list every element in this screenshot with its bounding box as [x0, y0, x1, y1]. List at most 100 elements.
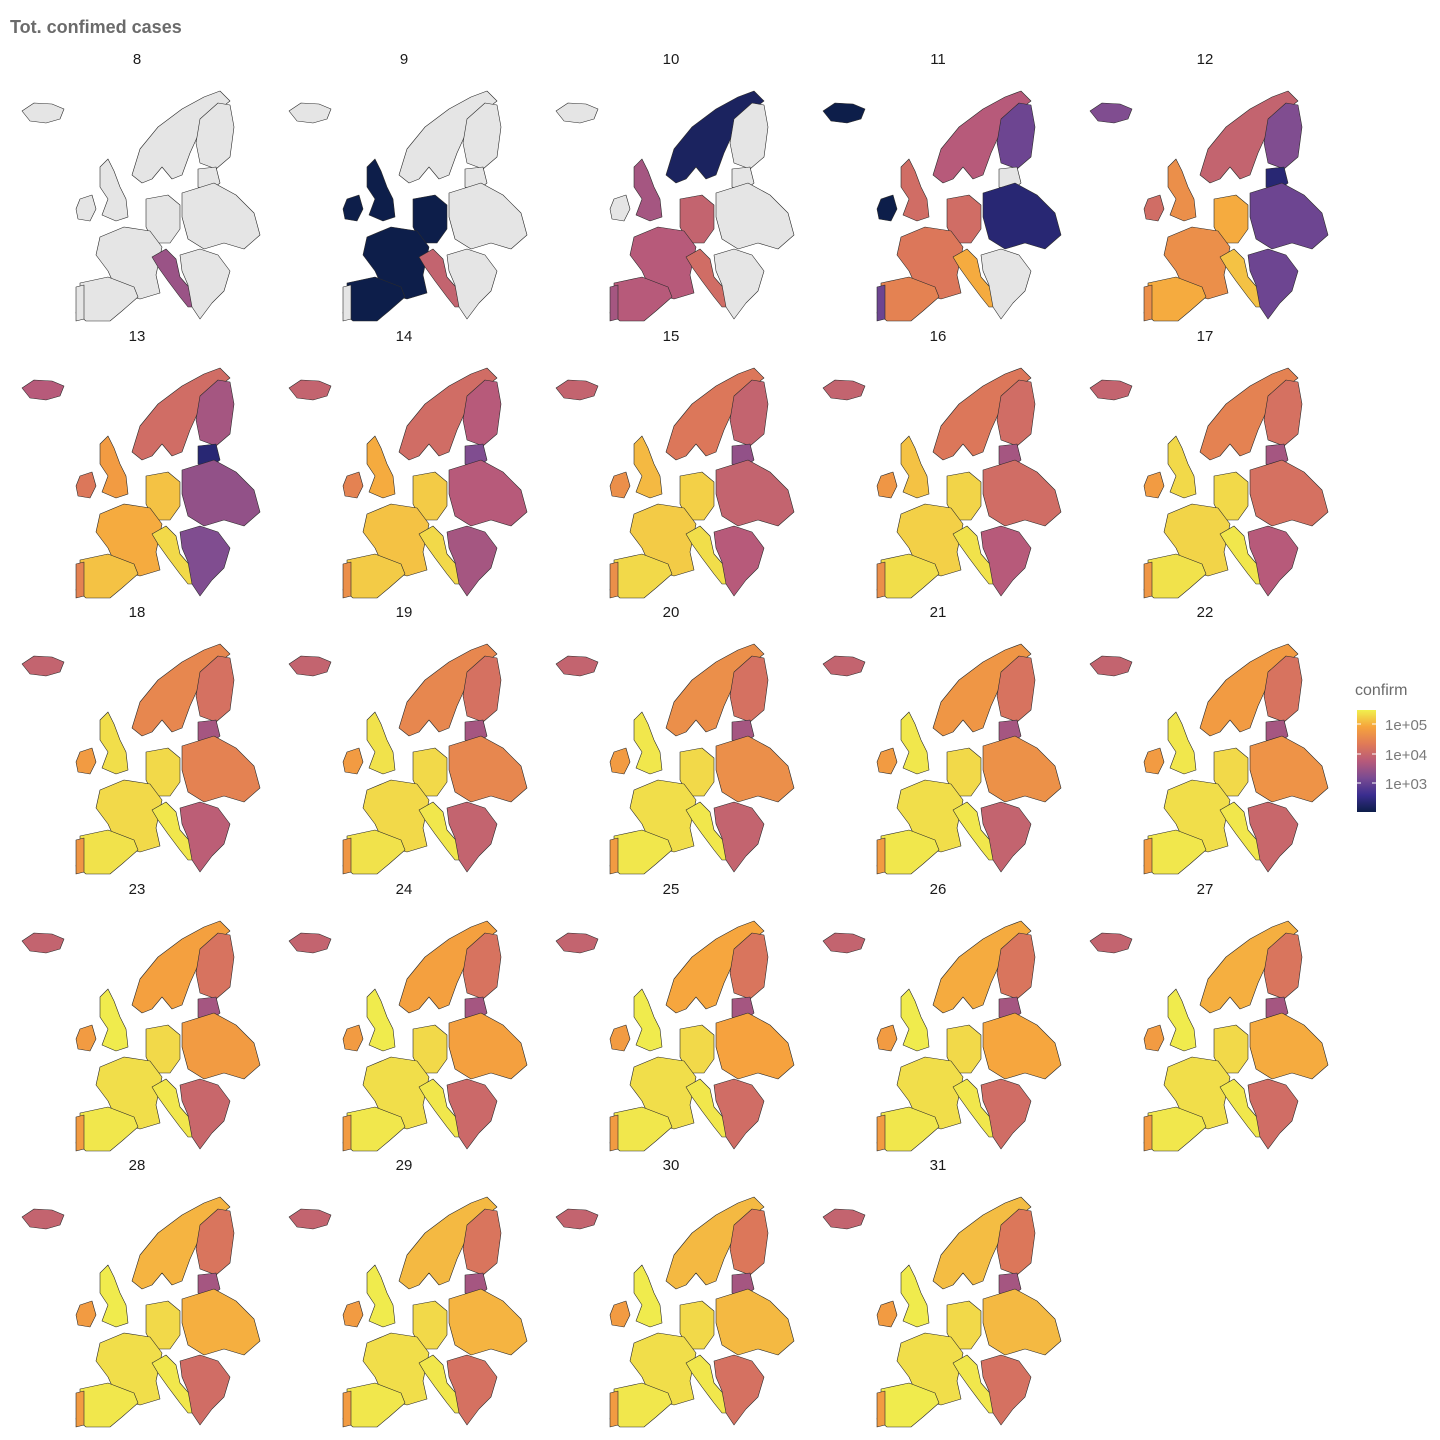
region-fi — [462, 102, 502, 170]
facet-panel-25: 25 — [538, 881, 804, 1157]
region-gb — [633, 988, 663, 1051]
region-fr — [629, 226, 697, 300]
region-east — [715, 1288, 795, 1356]
region-is — [822, 379, 866, 400]
region-gb — [1167, 158, 1197, 222]
region-is — [1089, 932, 1133, 953]
facet-panel-29: 29 — [271, 1157, 537, 1433]
region-de — [145, 1024, 181, 1073]
region-de — [1213, 1024, 1249, 1073]
region-fr — [896, 1332, 964, 1406]
europe-map — [555, 920, 795, 1151]
facet-label: 22 — [1196, 604, 1214, 621]
region-balkan — [179, 801, 231, 873]
region-balkan — [713, 525, 765, 596]
region-east — [982, 1288, 1062, 1356]
europe-map — [21, 90, 261, 322]
region-balkan — [179, 525, 231, 596]
legend-title: confirm — [1355, 682, 1408, 699]
region-is — [555, 1208, 599, 1230]
region-gb — [633, 1264, 663, 1328]
facet-panel-27: 27 — [1072, 881, 1338, 1157]
region-is — [288, 1208, 332, 1230]
region-pt — [876, 837, 886, 875]
region-east — [715, 182, 795, 250]
region-is — [21, 379, 65, 400]
region-pt — [609, 561, 619, 598]
facet-label: 15 — [662, 327, 680, 345]
region-pt — [1143, 284, 1153, 322]
region-de — [679, 1024, 715, 1073]
region-balkan — [446, 525, 498, 596]
region-is — [822, 102, 866, 124]
region-de — [412, 747, 448, 797]
region-balkan — [980, 1078, 1032, 1149]
region-de — [946, 1024, 982, 1073]
region-fi — [462, 1208, 502, 1276]
region-de — [679, 471, 715, 520]
region-fr — [95, 779, 163, 853]
region-east — [448, 182, 528, 250]
region-ie — [1143, 747, 1165, 775]
region-ie — [75, 747, 97, 775]
region-ie — [876, 471, 898, 498]
facet-label: 19 — [395, 604, 413, 621]
region-fr — [896, 226, 964, 300]
region-fi — [1263, 655, 1303, 723]
region-fr — [1163, 503, 1231, 576]
region-east — [181, 1288, 261, 1356]
region-de — [946, 471, 982, 520]
europe-map — [822, 90, 1062, 322]
facet-panel-9: 9 — [271, 51, 537, 327]
region-gb — [900, 1264, 930, 1328]
region-balkan — [713, 1354, 765, 1426]
region-de — [946, 194, 982, 244]
region-gb — [99, 988, 129, 1051]
facet-panel-8: 8 — [4, 51, 270, 327]
region-de — [1213, 747, 1249, 797]
region-pt — [609, 1114, 619, 1151]
region-fi — [462, 655, 502, 723]
region-balkan — [713, 801, 765, 873]
facet-label: 21 — [929, 604, 947, 621]
region-east — [1249, 459, 1329, 526]
legend-colorbar — [1357, 710, 1376, 812]
region-ie — [609, 1300, 631, 1328]
region-east — [715, 459, 795, 526]
region-fr — [362, 1332, 430, 1406]
region-east — [448, 1012, 528, 1079]
region-gb — [366, 711, 396, 775]
facet-panel-18: 18 — [4, 604, 270, 880]
facet-label: 12 — [1196, 51, 1214, 68]
region-ie — [609, 194, 631, 222]
region-fr — [896, 1056, 964, 1129]
facet-panel-12: 12 — [1072, 51, 1338, 327]
region-fi — [195, 379, 235, 446]
region-de — [679, 747, 715, 797]
region-balkan — [179, 248, 231, 320]
region-de — [679, 194, 715, 244]
region-fr — [362, 779, 430, 853]
europe-map — [288, 643, 528, 875]
region-pt — [876, 1114, 886, 1151]
region-fi — [195, 1208, 235, 1276]
region-fi — [996, 379, 1036, 446]
facet-panel-26: 26 — [805, 881, 1071, 1157]
region-ie — [75, 1300, 97, 1328]
region-fr — [629, 503, 697, 576]
region-is — [21, 932, 65, 953]
region-gb — [99, 158, 129, 222]
europe-map — [1089, 367, 1329, 598]
region-fr — [629, 1332, 697, 1406]
region-east — [181, 459, 261, 526]
region-east — [982, 182, 1062, 250]
region-is — [822, 655, 866, 677]
region-pt — [342, 1114, 352, 1151]
facet-label: 25 — [662, 880, 680, 898]
europe-map — [1089, 643, 1329, 875]
region-ie — [342, 747, 364, 775]
facet-label: 20 — [662, 604, 680, 621]
facet-label: 24 — [395, 880, 413, 898]
region-pt — [342, 837, 352, 875]
region-is — [288, 655, 332, 677]
